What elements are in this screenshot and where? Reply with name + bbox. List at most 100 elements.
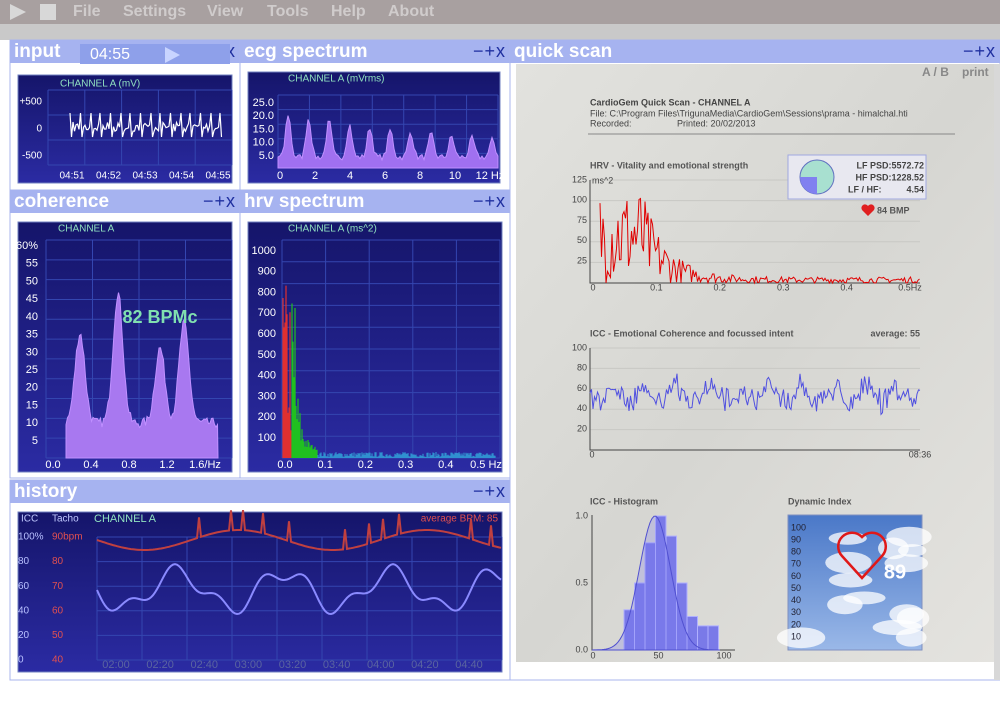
average-bpm: average BPM: 85 xyxy=(421,514,499,525)
histogram-bar xyxy=(697,625,709,651)
x-tick-label: 04:00 xyxy=(367,659,395,671)
menu-item[interactable]: Help xyxy=(331,3,366,20)
y-tick-label: 75 xyxy=(577,215,587,225)
menu-item[interactable]: About xyxy=(388,3,435,20)
panel-title: hrv spectrum xyxy=(244,191,364,212)
y-tick-label: 40 xyxy=(52,655,64,666)
hf-psd: HF PSD:1228.52 xyxy=(855,172,924,182)
x-tick-label: 8 xyxy=(417,170,423,182)
y-tick-label: 40 xyxy=(577,403,587,413)
y-tick-label: 1000 xyxy=(252,245,276,257)
y-tick-label: 45 xyxy=(26,293,38,305)
y-tick-label: 700 xyxy=(258,307,276,319)
y-tick-label: 70 xyxy=(791,559,801,569)
y-tick-label: 30 xyxy=(26,346,38,358)
y-tick-label: 60 xyxy=(577,383,587,393)
panel-title: ecg spectrum xyxy=(244,41,368,62)
x-tick-label: 02:00 xyxy=(102,659,130,671)
heart-bpm: 84 BMP xyxy=(877,205,910,215)
y-tick-label: 15 xyxy=(26,399,38,411)
x-tick-label: 02:40 xyxy=(190,659,218,671)
y-tick-label: 0.5 xyxy=(575,577,588,587)
y-tick-label: 20 xyxy=(18,630,30,641)
y-tick-label: 90bpm xyxy=(52,532,83,543)
y-tick-label: 25.0 xyxy=(253,97,274,109)
waveform xyxy=(69,112,223,138)
scrollbar[interactable] xyxy=(994,64,1000,680)
y-tick-label: 35 xyxy=(26,329,38,341)
y-tick-label: 80 xyxy=(18,556,30,567)
x-tick-label: 12 Hz xyxy=(476,170,505,182)
legend-icc: ICC xyxy=(21,514,38,525)
coherence-area xyxy=(65,292,219,459)
lf-psd: LF PSD:5572.72 xyxy=(856,160,924,170)
chart-title: ICC - Histogram xyxy=(590,496,658,506)
x-tick-label: 0.5 Hz xyxy=(470,459,502,471)
x-tick-label: 0.3 xyxy=(777,282,790,292)
x-tick-label: 1.2 xyxy=(159,459,174,471)
menu-item[interactable]: Settings xyxy=(123,3,186,20)
y-tick-label: 0 xyxy=(36,124,42,135)
panel-controls[interactable]: −+x xyxy=(203,191,236,211)
ab-toggle[interactable]: A / B xyxy=(922,65,949,79)
heart-outline xyxy=(836,531,888,580)
panel-title: coherence xyxy=(14,191,109,212)
x-tick-label: 0.1 xyxy=(318,459,333,471)
y-tick-label: 25 xyxy=(26,364,38,376)
panel-title: quick scan xyxy=(514,41,612,62)
menu-item[interactable]: View xyxy=(207,3,244,20)
x-tick-label: 0 xyxy=(589,449,594,459)
x-tick-label: 03:20 xyxy=(279,659,307,671)
y-tick-label: 40 xyxy=(26,311,38,323)
icc-curve xyxy=(96,563,502,616)
y-tick-label: 900 xyxy=(258,266,276,278)
y-tick-label: 800 xyxy=(258,286,276,298)
menu-item[interactable]: Tools xyxy=(267,3,309,20)
x-tick-label: 0.1 xyxy=(650,282,663,292)
panel-controls[interactable]: −+x xyxy=(963,41,996,61)
channel-label: CHANNEL A (ms^2) xyxy=(288,224,377,235)
y-tick-label: 60 xyxy=(52,605,64,616)
icc-average: average: 55 xyxy=(870,328,920,338)
panel-header xyxy=(240,40,510,63)
stop-button[interactable] xyxy=(40,4,56,20)
y-tick-label: +500 xyxy=(19,97,42,108)
panel-controls[interactable]: −+x xyxy=(473,41,506,61)
play-icon[interactable] xyxy=(165,47,180,63)
x-tick-label: 4 xyxy=(347,170,353,182)
x-tick-label: 0.5Hz xyxy=(898,282,922,292)
y-tick-label: 50 xyxy=(577,235,587,245)
tacho-curve xyxy=(96,510,502,551)
panel-header xyxy=(240,190,510,213)
ratio-label: LF / HF: xyxy=(848,184,882,194)
y-tick-label: 400 xyxy=(258,370,276,382)
play-button[interactable] xyxy=(10,4,26,20)
channel-label: CHANNEL A xyxy=(94,513,157,525)
chart-title: Dynamic Index xyxy=(788,496,852,506)
x-tick-label: 0.3 xyxy=(398,459,413,471)
y-tick-label: 50 xyxy=(26,275,38,287)
panel-controls[interactable]: −+x xyxy=(473,191,506,211)
y-tick-label: 10 xyxy=(26,417,38,429)
y-tick-label: 100 xyxy=(572,195,587,205)
y-tick-label: 100 xyxy=(572,342,587,352)
y-tick-label: 50 xyxy=(791,583,801,593)
y-tick-label: 30 xyxy=(791,607,801,617)
y-tick-label: 80 xyxy=(52,556,64,567)
x-tick-label: 04:53 xyxy=(132,171,157,182)
print-button[interactable]: print xyxy=(962,65,989,79)
menu-item[interactable]: File xyxy=(73,3,101,20)
cloud xyxy=(896,607,930,630)
axis xyxy=(589,348,920,451)
y-tick-label: 40 xyxy=(791,595,801,605)
panel-header xyxy=(10,190,240,213)
axis xyxy=(589,180,920,284)
y-tick-label: 90 xyxy=(791,534,801,544)
panel-header xyxy=(10,480,510,503)
y-tick-label: 100 xyxy=(258,432,276,444)
x-tick-label: 02:20 xyxy=(146,659,174,671)
panel-controls[interactable]: −+x xyxy=(473,481,506,501)
channel-label: CHANNEL A (mVrms) xyxy=(288,74,385,85)
y-tick-label: 500 xyxy=(258,349,276,361)
y-tick-label: 0 xyxy=(18,655,24,666)
